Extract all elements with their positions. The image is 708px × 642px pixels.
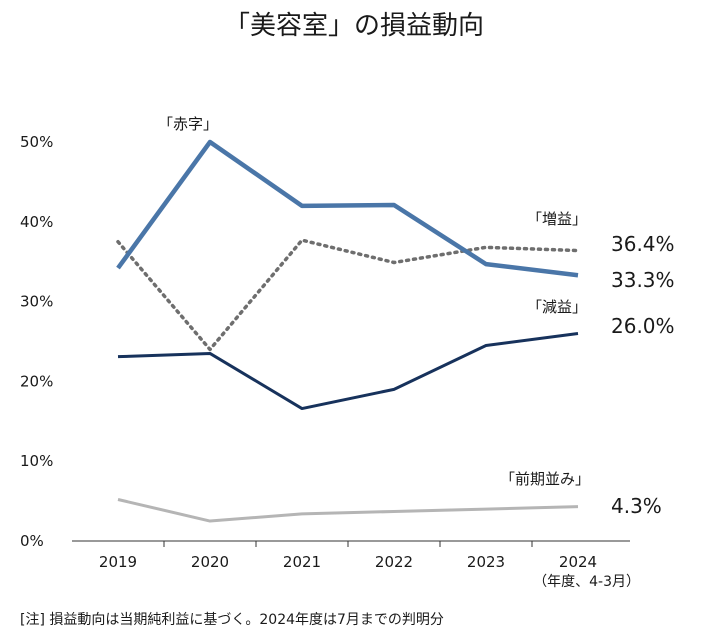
end-value-label: 26.0%	[611, 314, 675, 338]
footnote: [注] 損益動向は当期純利益に基づく。2024年度は7月までの判明分	[20, 611, 444, 628]
x-axis-unit-note: （年度、4-3月）	[533, 574, 640, 590]
end-value-label: 33.3%	[611, 268, 675, 292]
end-value-label: 4.3%	[611, 494, 662, 518]
y-tick-label: 40%	[20, 213, 53, 231]
end-value-label: 36.4%	[611, 232, 675, 256]
y-tick-label: 10%	[20, 452, 53, 470]
series-name-label: 「前期並み」	[500, 470, 590, 488]
series-line-2	[117, 332, 579, 411]
x-tick-label: 2022	[375, 553, 413, 571]
x-tick-label: 2020	[191, 553, 229, 571]
y-tick-label: 20%	[20, 372, 53, 390]
y-tick-label: 0%	[20, 532, 44, 550]
x-tick-label: 2021	[283, 553, 321, 571]
series-line-1	[116, 238, 580, 352]
y-axis: 0% 10% 20% 30% 40% 50%	[20, 133, 53, 550]
x-tick-label: 2024	[559, 553, 597, 571]
y-tick-label: 30%	[20, 293, 53, 311]
x-axis: 2019 2020 2021 2022 2023 2024	[72, 540, 630, 571]
series-lines	[116, 139, 580, 523]
end-value-labels: 33.3% 36.4% 26.0% 4.3%	[611, 232, 675, 518]
x-tick-label: 2023	[467, 553, 505, 571]
series-name-label: 「減益」	[527, 298, 587, 316]
series-name-label: 「赤字」	[158, 115, 218, 133]
x-tick-label: 2019	[99, 553, 137, 571]
series-name-label: 「増益」	[527, 210, 587, 228]
series-labels: 「赤字」「増益」「減益」「前期並み」	[158, 115, 590, 488]
chart-title: 「美容室」の損益動向	[224, 11, 484, 41]
series-line-0	[116, 139, 579, 278]
series-line-3	[117, 498, 579, 523]
y-tick-label: 50%	[20, 133, 53, 151]
